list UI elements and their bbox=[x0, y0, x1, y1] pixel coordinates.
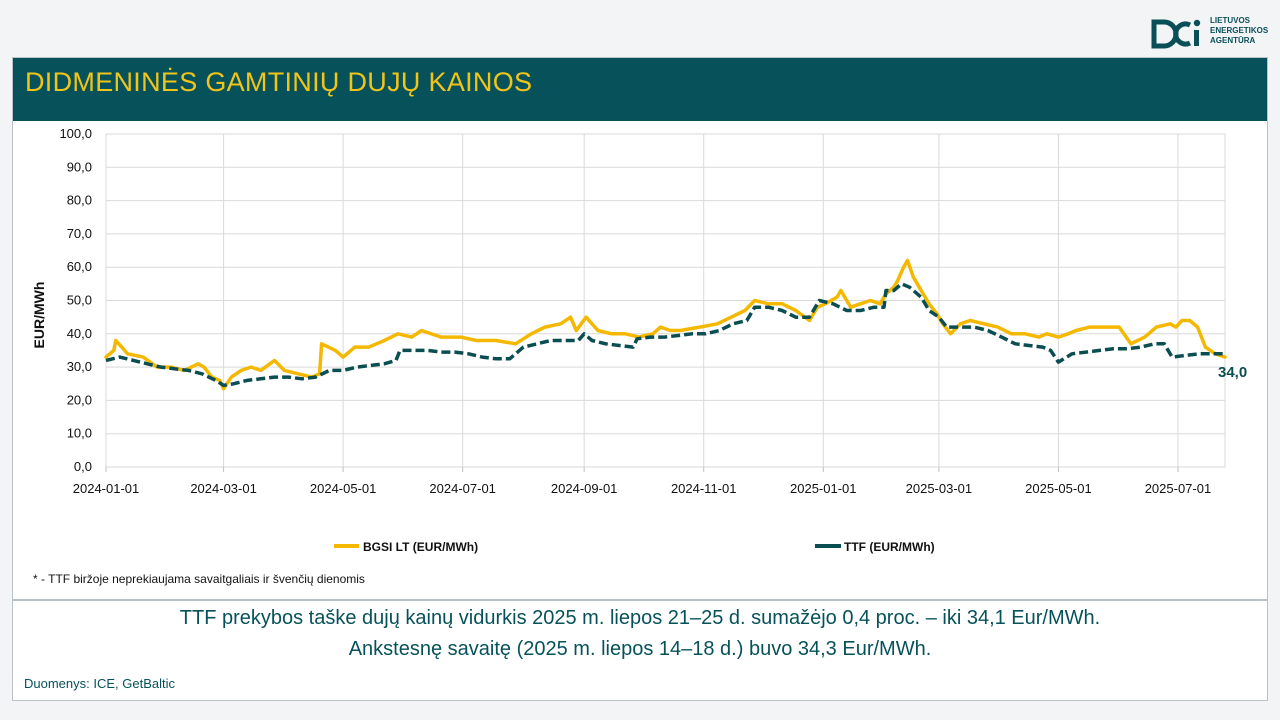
x-tick-label: 2025-03-01 bbox=[906, 481, 973, 496]
price-line-chart: 100,0 90,0 80,0 70,0 60,0 50,0 40,0 30,0 20,0 10,… bbox=[31, 126, 1247, 554]
end-value-label: 34,0 bbox=[1218, 364, 1247, 381]
agency-logo-text: LIETUVOS ENERGETIKOS AGENTŪRA bbox=[1210, 16, 1268, 46]
x-tick-label: 2024-05-01 bbox=[310, 481, 377, 496]
x-tick-label: 2025-01-01 bbox=[790, 481, 857, 496]
x-tick-label: 2024-07-01 bbox=[429, 481, 496, 496]
data-source: Duomenys: ICE, GetBaltic bbox=[24, 676, 175, 691]
y-tick-label: 90,0 bbox=[67, 159, 92, 174]
summary-line-1: TTF prekybos taške dujų kainų vidurkis 2… bbox=[179, 607, 1101, 629]
y-tick-label: 30,0 bbox=[67, 359, 92, 374]
legend: BGSI LT (EUR/MWh) TTF (EUR/MWh) bbox=[334, 540, 935, 554]
y-tick-label: 70,0 bbox=[67, 226, 92, 241]
y-tick-label: 80,0 bbox=[67, 193, 92, 208]
slide-frame bbox=[12, 57, 1268, 701]
logo-line: AGENTŪRA bbox=[1210, 36, 1256, 45]
x-tick-label: 2024-03-01 bbox=[190, 481, 257, 496]
y-tick-label: 40,0 bbox=[67, 326, 92, 341]
y-tick-label: 20,0 bbox=[67, 392, 92, 407]
footnote: * - TTF biržoje neprekiaujama savaitgali… bbox=[33, 572, 365, 586]
x-tick-label: 2025-07-01 bbox=[1145, 481, 1212, 496]
agency-logo bbox=[1151, 19, 1201, 49]
header-bar: DIDMENINĖS GAMTINIŲ DUJŲ KAINOS bbox=[13, 58, 1267, 121]
bgsi-series-line bbox=[104, 258, 1227, 391]
legend-bgsi-label: BGSI LT (EUR/MWh) bbox=[363, 540, 478, 554]
ttf-series-line bbox=[105, 282, 1225, 388]
y-axis-label: EUR/MWh bbox=[31, 282, 47, 349]
x-tick-label: 2025-05-01 bbox=[1025, 481, 1092, 496]
y-tick-label: 60,0 bbox=[67, 259, 92, 274]
y-tick-label: 0,0 bbox=[74, 459, 92, 474]
y-tick-label: 100,0 bbox=[59, 126, 92, 141]
page-title: DIDMENINĖS GAMTINIŲ DUJŲ KAINOS bbox=[25, 67, 533, 97]
logo-line: LIETUVOS bbox=[1210, 16, 1251, 25]
chart-panel: 100,0 90,0 80,0 70,0 60,0 50,0 40,0 30,0 20,0 10,… bbox=[13, 121, 1267, 599]
logo-line: ENERGETIKOS bbox=[1210, 26, 1269, 35]
x-tick-label: 2024-11-01 bbox=[671, 481, 737, 496]
y-tick-label: 10,0 bbox=[67, 426, 92, 441]
x-tick-label: 2024-01-01 bbox=[73, 481, 140, 496]
x-tick-label: 2024-09-01 bbox=[551, 481, 618, 496]
y-tick-label: 50,0 bbox=[67, 293, 92, 308]
legend-ttf-label: TTF (EUR/MWh) bbox=[844, 540, 935, 554]
summary-line-2: Ankstesnę savaitę (2025 m. liepos 14–18 … bbox=[348, 638, 932, 660]
summary-panel: TTF prekybos taške dujų kainų vidurkis 2… bbox=[13, 599, 1267, 700]
